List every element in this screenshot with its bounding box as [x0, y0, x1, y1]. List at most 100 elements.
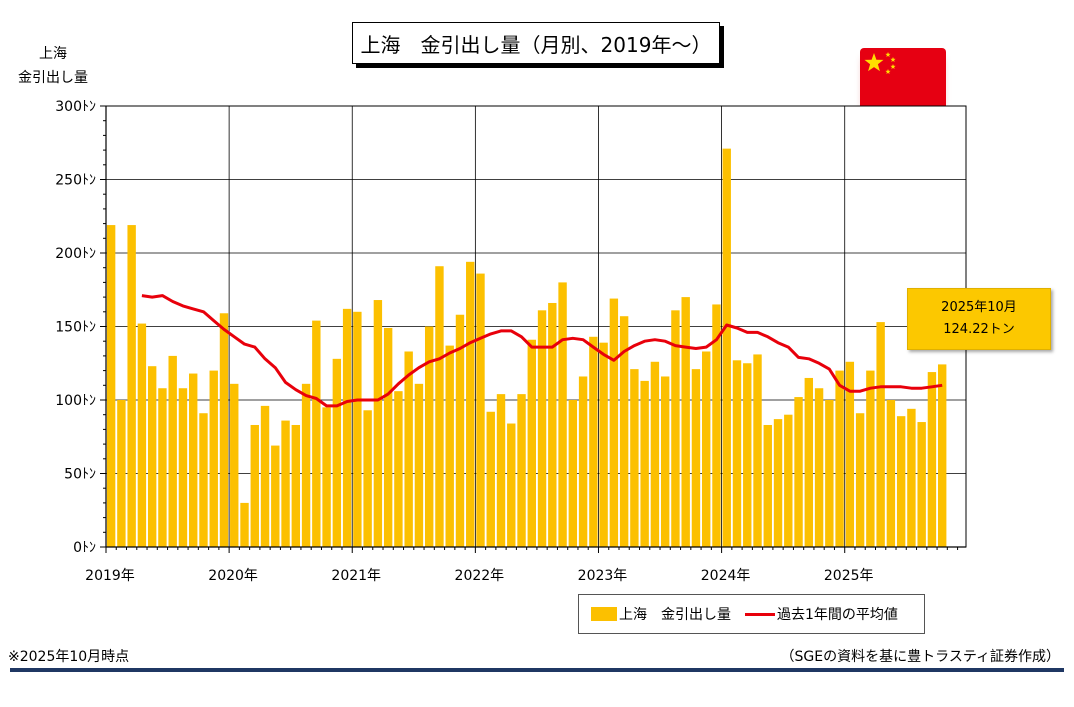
bar-17 — [281, 420, 290, 547]
x-tick-label: 2024年 — [701, 568, 751, 584]
source-note: （SGEの資料を基に豊トラスティ証券作成） — [780, 649, 1060, 665]
bar-78 — [907, 408, 916, 547]
y-tick-label: 50ﾄﾝ — [64, 467, 96, 483]
bar-59 — [712, 304, 721, 547]
bar-51 — [630, 369, 639, 547]
bar-50 — [619, 316, 629, 547]
bar-29 — [404, 351, 413, 547]
bar-42 — [537, 310, 547, 547]
bar-22 — [332, 358, 342, 547]
bar-15 — [260, 405, 270, 547]
bar-54 — [660, 376, 670, 547]
bar-68 — [804, 377, 814, 547]
bar-1 — [117, 400, 126, 547]
bar-64 — [763, 424, 772, 547]
bar-24 — [353, 311, 362, 547]
bar-39 — [507, 423, 516, 547]
bar-11 — [219, 313, 229, 547]
legend-item-bar: 上海 金引出し量 — [579, 604, 731, 624]
bar-3 — [137, 323, 147, 547]
bar-37 — [486, 411, 495, 547]
bar-62 — [743, 363, 752, 547]
bar-70 — [825, 400, 834, 547]
bar-56 — [681, 297, 690, 547]
bar-10 — [209, 370, 218, 547]
bar-66 — [784, 414, 793, 547]
y-tick-label: 150ﾄﾝ — [55, 320, 96, 336]
bar-27 — [383, 327, 393, 547]
bar-48 — [599, 342, 608, 547]
bar-80 — [927, 372, 937, 547]
bar-57 — [691, 369, 701, 547]
bar-40 — [517, 394, 526, 547]
bar-9 — [199, 413, 208, 547]
bar-46 — [578, 376, 588, 547]
y-tick-label: 0ﾄﾝ — [73, 540, 96, 556]
y-tick-label: 100ﾄﾝ — [55, 393, 96, 409]
bar-18 — [291, 424, 301, 547]
chart-plot: 0ﾄﾝ 50ﾄﾝ 100ﾄﾝ 150ﾄﾝ 200ﾄﾝ 250ﾄﾝ 300ﾄﾝ 2019年 202… — [55, 99, 967, 584]
bar-19 — [301, 383, 311, 547]
bottom-rule — [10, 668, 1064, 672]
bar-72 — [845, 361, 855, 547]
bar-45 — [568, 400, 578, 547]
y-tick-label: 250ﾄﾝ — [55, 173, 96, 189]
bar-30 — [414, 383, 424, 547]
bar-21 — [322, 407, 331, 547]
bar-58 — [702, 351, 711, 547]
bar-35 — [466, 261, 475, 547]
footnote: ※2025年10月時点 — [8, 649, 130, 665]
x-tick-label: 2020年 — [208, 568, 258, 584]
x-tick-label: 2025年 — [824, 568, 874, 584]
bar-52 — [640, 380, 649, 547]
x-tick-label: 2023年 — [578, 568, 628, 584]
bar-36 — [476, 273, 485, 547]
bar-6 — [168, 355, 177, 547]
bar-69 — [814, 388, 824, 547]
legend-item-line: 過去1年間の平均値 — [731, 604, 898, 624]
bar-75 — [876, 322, 885, 547]
bar-33 — [445, 345, 454, 547]
latest-value-callout: 2025年10月 124.22トン — [907, 288, 1051, 350]
bar-8 — [189, 373, 198, 547]
bar-25 — [363, 410, 372, 547]
bar-65 — [773, 419, 783, 547]
bar-2 — [127, 225, 136, 547]
bar-63 — [753, 354, 762, 547]
bar-34 — [455, 314, 465, 547]
bar-23 — [342, 308, 352, 547]
bar-28 — [394, 391, 403, 547]
legend-line-label: 過去1年間の平均値 — [777, 607, 898, 623]
y-axis-label-line-2: 金引出し量 — [18, 70, 88, 86]
y-axis-label: 上海 金引出し量 — [8, 42, 98, 90]
legend-bar-swatch — [591, 607, 617, 621]
bar-13 — [240, 502, 249, 547]
bar-41 — [527, 339, 536, 547]
bar-77 — [896, 416, 906, 547]
china-flag-icon — [860, 48, 946, 110]
bar-5 — [158, 388, 167, 547]
bar-81 — [937, 364, 947, 547]
bar-73 — [855, 413, 865, 547]
bar-79 — [917, 422, 926, 547]
y-tick-label: 300ﾄﾝ — [55, 99, 96, 115]
bar-0 — [106, 225, 116, 547]
bar-16 — [271, 445, 280, 547]
y-axis-label-line-1: 上海 — [39, 46, 67, 62]
bar-43 — [548, 302, 557, 547]
legend-bar-label: 上海 金引出し量 — [619, 607, 731, 623]
chart-legend: 上海 金引出し量 過去1年間の平均値 — [578, 594, 925, 634]
bar-26 — [373, 300, 383, 547]
bar-49 — [609, 298, 619, 547]
x-tick-label: 2021年 — [331, 568, 381, 584]
bar-71 — [835, 370, 844, 547]
bar-38 — [496, 394, 506, 547]
bar-31 — [424, 326, 434, 547]
chart-title: 上海 金引出し量（月別、2019年～） — [352, 22, 720, 64]
bar-61 — [732, 360, 742, 547]
bar-4 — [147, 366, 157, 547]
average-line — [141, 294, 943, 408]
callout-date: 2025年10月 — [941, 300, 1017, 315]
bar-74 — [866, 370, 875, 547]
y-tick-label: 200ﾄﾝ — [55, 246, 96, 262]
